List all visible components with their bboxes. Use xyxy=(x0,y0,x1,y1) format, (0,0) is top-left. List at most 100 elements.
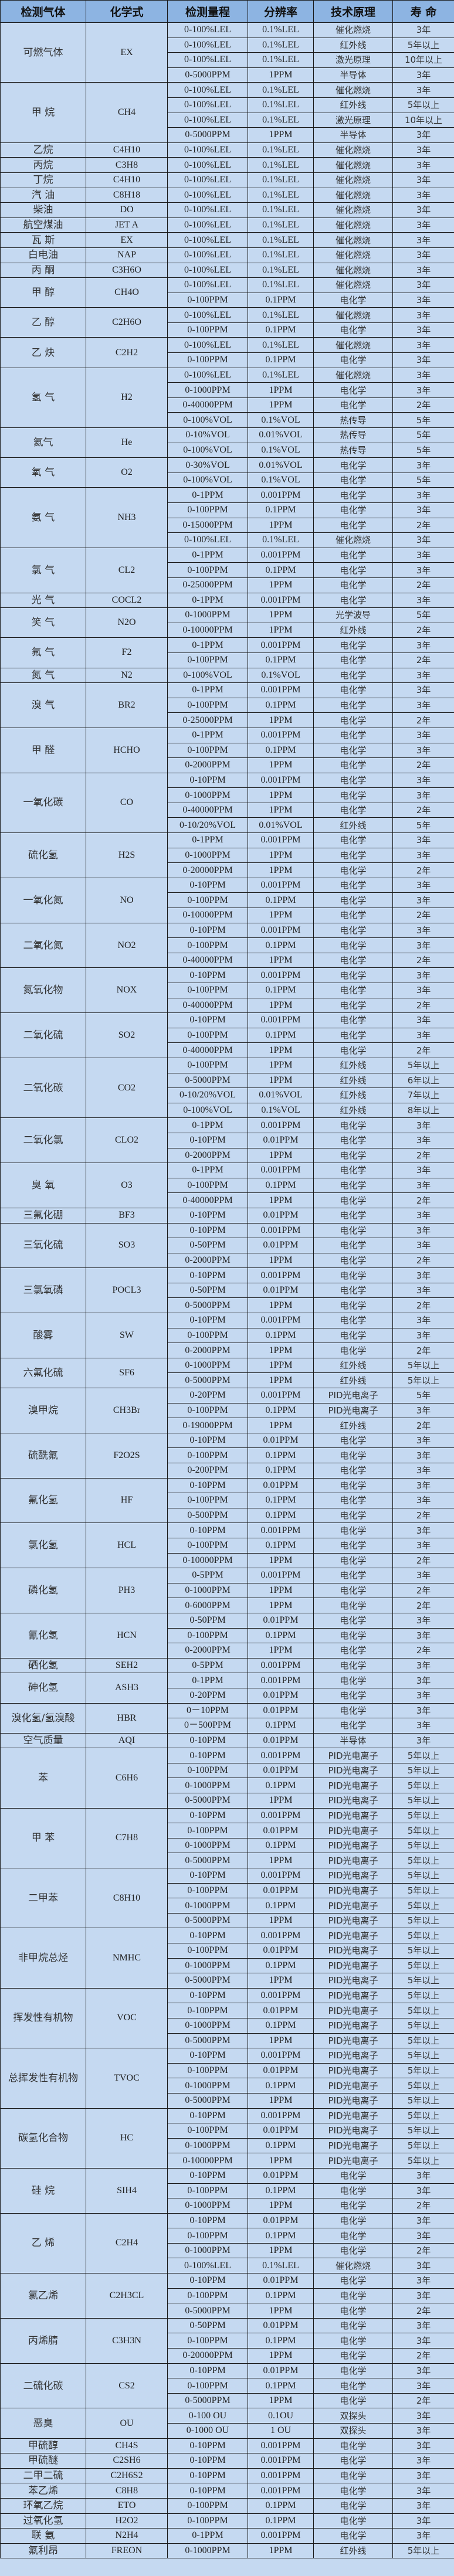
range-cell: 0-10PPM xyxy=(167,1012,248,1028)
technology-cell: PID光电离子 xyxy=(313,1882,393,1899)
resolution-cell: 0.001PPM xyxy=(248,1117,314,1133)
lifespan-cell: 2年 xyxy=(392,1192,454,1208)
technology-cell: 电化学 xyxy=(313,2333,393,2349)
lifespan-cell: 3年 xyxy=(392,547,454,563)
table-row: 0-1000PPM 1PPM 电化学 3年 xyxy=(1,847,454,864)
technology-cell: 电化学 xyxy=(313,1252,393,1269)
lifespan-cell: 3年 xyxy=(392,1673,454,1688)
lifespan-cell: 5年以上 xyxy=(392,1057,454,1073)
gas-name-cell: 二氧化碳 xyxy=(0,1057,86,1119)
formula-cell: C8H8 xyxy=(86,2483,168,2499)
table-row: 0-5000PPM 1PPM PID光电离子 5年以上 xyxy=(1,2092,454,2109)
resolution-cell: 0.01%VOL xyxy=(248,427,314,443)
resolution-cell: 0.1PPM xyxy=(248,2288,314,2304)
lifespan-cell: 3年 xyxy=(392,532,454,548)
resolution-cell: 0.1PPM xyxy=(248,1493,314,1508)
range-cell: 0-40000PPM xyxy=(167,1042,248,1058)
gas-name-cell: 乙 炔 xyxy=(0,337,86,368)
resolution-cell: 1PPM xyxy=(248,1192,314,1208)
table-row: 过氧化氢 H2O2 0-100PPM 0.1PPM 电化学 3年 xyxy=(0,2513,454,2529)
technology-cell: 电化学 xyxy=(313,2378,393,2394)
range-cell: 0-20000PPM xyxy=(167,2348,248,2364)
technology-cell: 双探头 xyxy=(313,2408,393,2424)
technology-cell: 电化学 xyxy=(313,862,393,878)
table-row: 0-1000PPM 0.1PPM PID光电离子 5年以上 xyxy=(1,2137,454,2154)
technology-cell: 电化学 xyxy=(313,637,393,653)
formula-cell: C8H10 xyxy=(86,1868,168,1929)
resolution-cell: 0.1%LEL xyxy=(248,22,314,38)
resolution-cell: 0.001PPM xyxy=(248,1748,314,1763)
resolution-cell: 0.1PPM xyxy=(248,892,314,909)
range-cell: 0-10%VOL xyxy=(167,427,248,443)
technology-cell: 激光原理 xyxy=(313,52,393,68)
gas-name-cell: 丙烯腈 xyxy=(0,2317,86,2364)
range-cell: 0-100%VOL xyxy=(167,667,248,684)
table-row: 甲硫醇 CH4S 0-10PPM 0.001PPM 电化学 3年 xyxy=(0,2438,454,2454)
range-cell: 0-1PPM xyxy=(167,1163,248,1178)
range-cell: 0-100PPM xyxy=(167,2123,248,2139)
technology-cell: 电化学 xyxy=(313,472,393,488)
range-cell: 0-10PPM xyxy=(167,1748,248,1763)
resolution-cell: 0.01PPM xyxy=(248,2167,314,2184)
range-cell: 0-100PPM xyxy=(167,562,248,578)
gas-name-cell: 非甲烷总烃 xyxy=(0,1928,86,1989)
resolution-cell: 0.01PPM xyxy=(248,2003,314,2018)
lifespan-cell: 5年以上 xyxy=(392,2153,454,2169)
gas-name-cell: 过氧化氢 xyxy=(0,2513,86,2529)
lifespan-cell: 2年 xyxy=(392,1418,454,1433)
resolution-cell: 0.1%VOL xyxy=(248,412,314,429)
resolution-cell: 1PPM xyxy=(248,577,314,593)
resolution-cell: 1PPM xyxy=(248,1853,314,1869)
resolution-cell: 0.1%LEL xyxy=(248,187,314,203)
header-technology: 技术原理 xyxy=(313,0,393,23)
lifespan-cell: 5年以上 xyxy=(392,97,454,113)
table-row: 甲 苯 C7H8 0-10PPM 0.001PPM PID光电离子 5年以上 xyxy=(0,1807,454,1869)
resolution-cell: 0.01PPM xyxy=(248,1762,314,1779)
range-cell: 0-1000PPM xyxy=(167,1958,248,1974)
table-row: 航空煤油 JET A 0-100%LEL 0.1%LEL 催化燃烧 3年 xyxy=(0,217,454,233)
range-cell: 0-5000PPM xyxy=(167,1072,248,1089)
resolution-cell: 0.1%LEL xyxy=(248,262,314,278)
header-lifespan: 寿 命 xyxy=(392,0,454,23)
lifespan-cell: 5年以上 xyxy=(392,1928,454,1943)
technology-cell: 电化学 xyxy=(313,1222,393,1239)
technology-cell: 电化学 xyxy=(313,2483,393,2499)
range-cell: 0-100PPM xyxy=(167,352,248,368)
table-row: 0-2000PPM 1PPM 电化学 2年 xyxy=(1,1252,454,1269)
lifespan-cell: 3年 xyxy=(392,487,454,503)
table-row: 溴 气 BR2 0-1PPM 0.001PPM 电化学 3年 xyxy=(0,682,454,728)
resolution-cell: 0.01PPM xyxy=(248,1132,314,1148)
range-cell: 0-10PPM xyxy=(167,1987,248,2004)
range-cell: 0-1000PPM xyxy=(167,2198,248,2214)
resolution-cell: 0.1PPM xyxy=(248,1177,314,1194)
technology-cell: 电化学 xyxy=(313,697,393,713)
technology-cell: 电化学 xyxy=(313,1192,393,1208)
technology-cell: 电化学 xyxy=(313,1702,393,1719)
gas-name-cell: 二氧化氯 xyxy=(0,1117,86,1164)
technology-cell: 电化学 xyxy=(313,967,393,983)
range-cell: 0-40000PPM xyxy=(167,397,248,413)
resolution-cell: 0.1PPM xyxy=(248,502,314,518)
technology-cell: 红外线 xyxy=(313,1072,393,1089)
resolution-cell: 0.01PPM xyxy=(248,1732,314,1749)
lifespan-cell: 2年 xyxy=(392,2393,454,2409)
formula-cell: CL2 xyxy=(86,547,168,593)
technology-cell: 电化学 xyxy=(313,757,393,773)
technology-cell: 电化学 xyxy=(313,712,393,728)
range-cell: 0-1000PPM xyxy=(167,607,248,623)
technology-cell: 半导体 xyxy=(313,1732,393,1749)
table-row: 碳氢化合物 HC 0-10PPM 0.001PPM PID光电离子 5年以上 xyxy=(0,2108,454,2169)
resolution-cell: 0.001PPM xyxy=(248,1012,314,1028)
technology-cell: 电化学 xyxy=(313,1718,393,1734)
technology-cell: 催化燃烧 xyxy=(313,142,393,158)
resolution-cell: 1PPM xyxy=(248,712,314,728)
range-cell: 0-100PPM xyxy=(167,1027,248,1044)
table-row: 恶臭 OU 0-100 OU 0.1OU 双探头 3年 xyxy=(0,2408,454,2439)
lifespan-cell: 5年以上 xyxy=(392,1823,454,1838)
gas-name-cell: 砷化氢 xyxy=(0,1673,86,1704)
resolution-cell: 0.1%LEL xyxy=(248,277,314,293)
technology-cell: 电化学 xyxy=(313,2183,393,2199)
gas-name-cell: 一氧化碳 xyxy=(0,772,86,834)
range-cell: 0-100PPM xyxy=(167,1537,248,1554)
resolution-cell: 1PPM xyxy=(248,1057,314,1073)
